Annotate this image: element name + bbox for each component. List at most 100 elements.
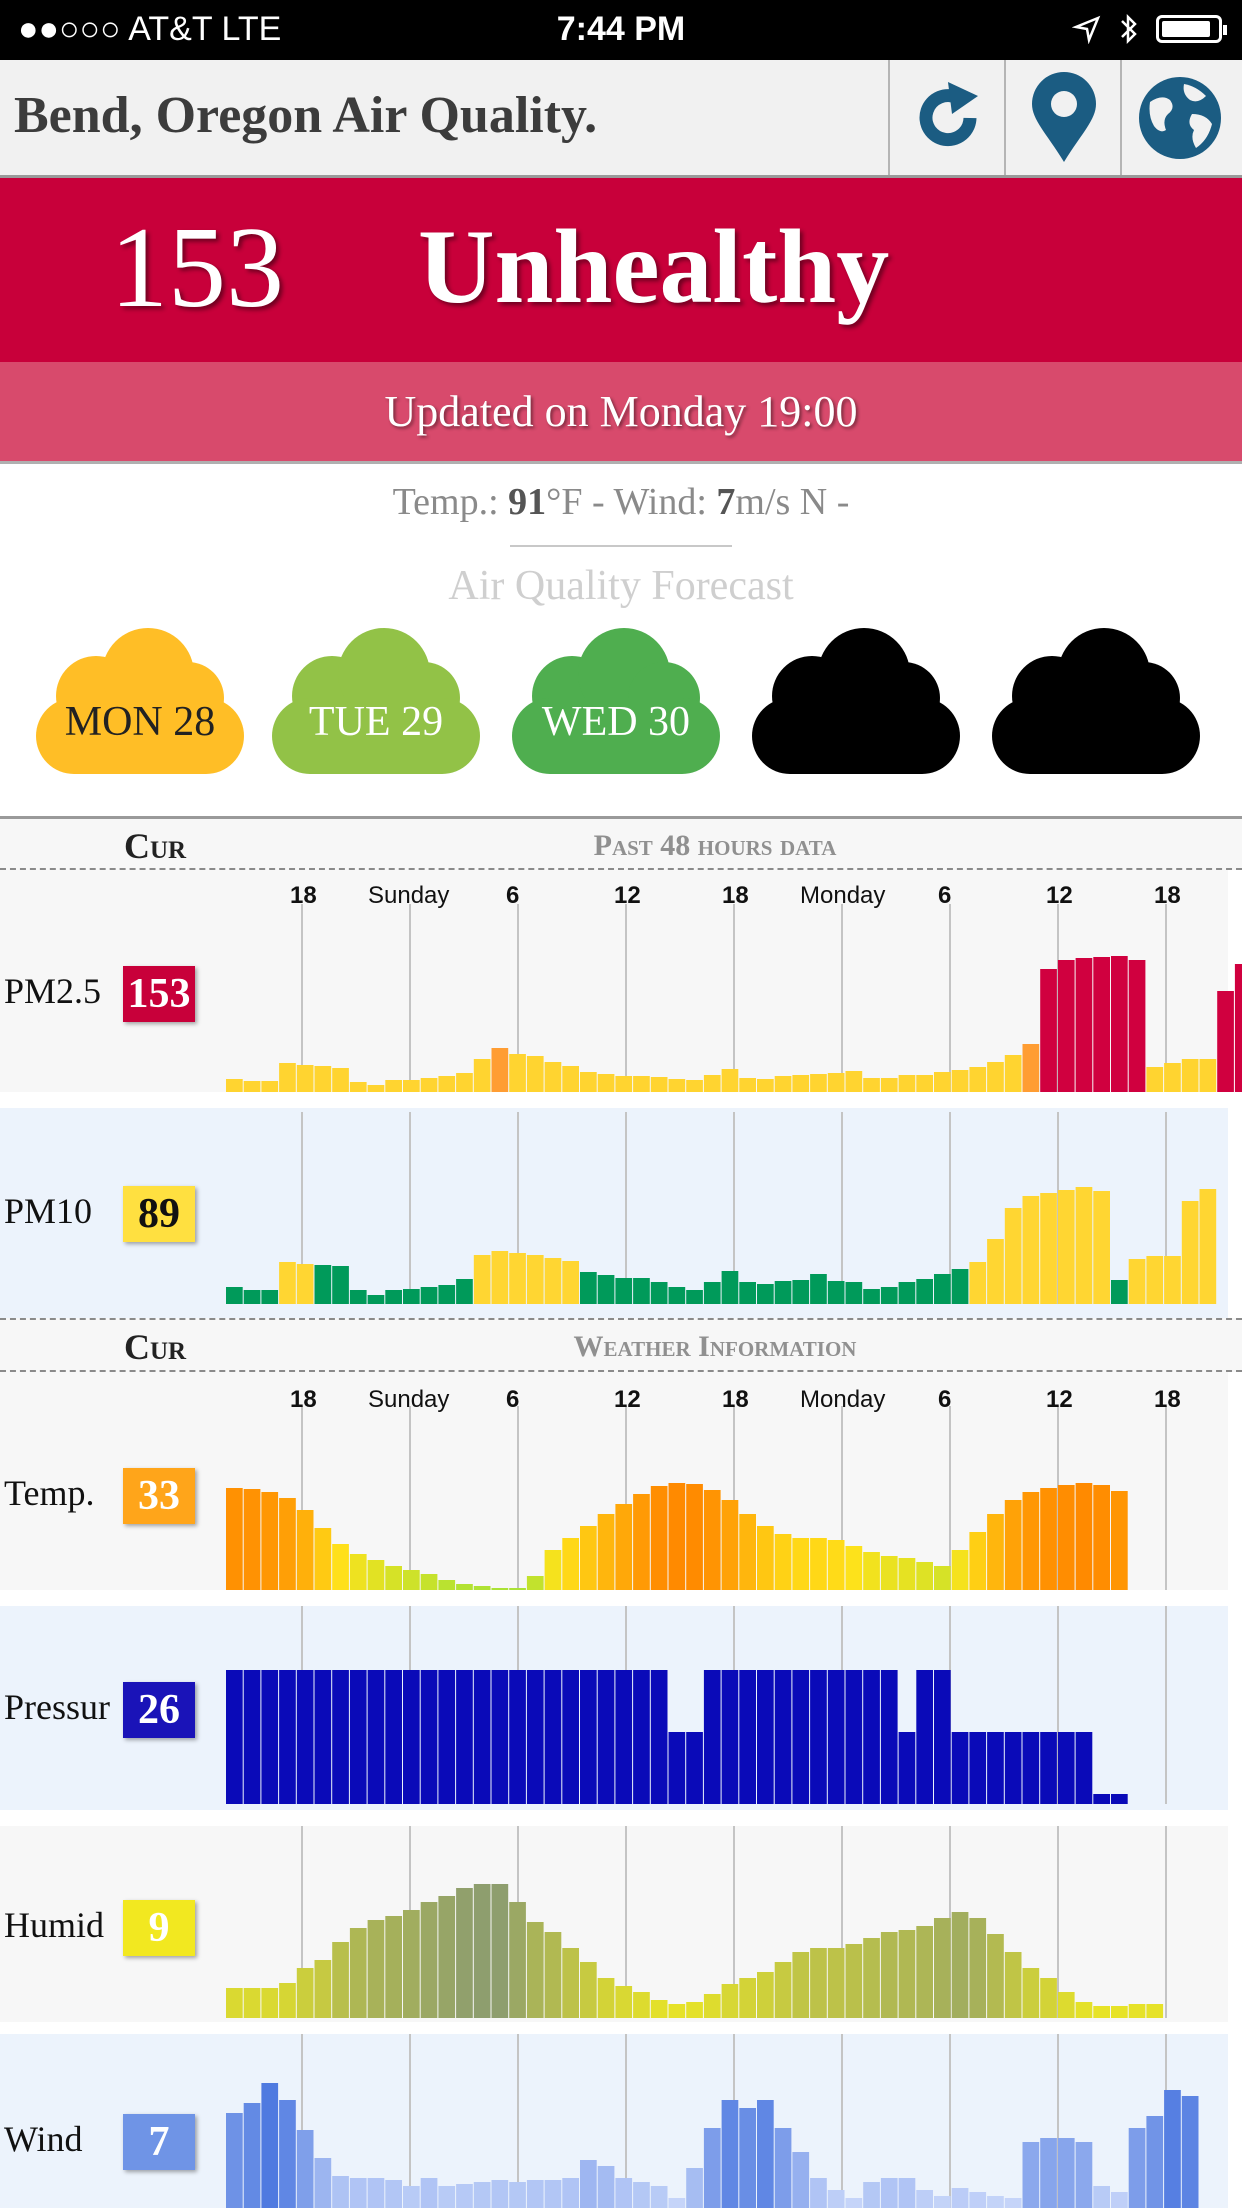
chart-bar <box>757 1079 774 1092</box>
chart-bar <box>880 1932 898 2018</box>
chart-bar <box>456 1584 473 1590</box>
globe-icon <box>1139 76 1221 159</box>
forecast-day-0[interactable]: MON 28 <box>36 628 244 776</box>
chart-bar <box>880 1078 898 1092</box>
chart-bar <box>951 1732 969 1804</box>
chart-bar <box>473 1884 491 2018</box>
chart-bar <box>845 1282 863 1304</box>
chart-bar <box>1181 1201 1199 1304</box>
wind-unit: m/s N - <box>735 481 850 523</box>
chart-bar <box>243 1081 261 1092</box>
chart-bar <box>544 2180 562 2208</box>
chart-bar <box>845 1071 863 1092</box>
forecast-day-label: THU 31 <box>786 699 926 745</box>
chart-bar <box>491 1588 509 1590</box>
chart-bar <box>987 1062 1004 1092</box>
chart-bar <box>296 2130 314 2208</box>
chart-bar <box>792 2152 810 2208</box>
chart-bar <box>1040 1488 1057 1590</box>
chart-bar <box>1057 1732 1075 1804</box>
humidity-badge: 9 <box>123 1900 195 1956</box>
chart-bar <box>633 1278 650 1304</box>
pressure-row: Pressur 26 <box>0 1606 1242 1810</box>
forecast-day-label: WED 30 <box>541 699 691 745</box>
chart-bar <box>951 1550 969 1590</box>
chart-bar <box>385 2180 402 2208</box>
chart-bar <box>420 2178 438 2208</box>
page-title: Bend, Oregon Air Quality. <box>14 87 598 144</box>
chart-bar <box>1128 2004 1146 2018</box>
chart-bar <box>757 1526 774 1590</box>
chart-bar <box>650 1077 668 1092</box>
chart-bar <box>1075 1187 1093 1304</box>
chart-bar <box>314 1265 332 1304</box>
chart-bar <box>420 1574 438 1590</box>
location-button[interactable] <box>1004 60 1122 175</box>
chart-bar <box>827 1540 845 1590</box>
chart-bar <box>1057 1190 1075 1304</box>
chart-bar <box>314 1066 332 1092</box>
location-arrow-icon <box>1072 15 1101 44</box>
chart-bar <box>314 1528 332 1590</box>
chart-bar <box>1199 1189 1217 1304</box>
time-axis-label: 6 <box>938 1386 952 1413</box>
chart-bar <box>403 2186 420 2208</box>
chart-bar <box>314 1960 332 2018</box>
chart-bar <box>774 1281 792 1304</box>
chart-bar <box>314 2158 332 2208</box>
chart-bar <box>580 1272 597 1304</box>
chart-bar <box>544 1062 562 1092</box>
temperature-chart <box>226 1406 1167 1590</box>
globe-button[interactable] <box>1120 60 1238 175</box>
chart-bar <box>969 1067 987 1092</box>
chart-bar <box>1075 958 1093 1092</box>
section-title: Past 48 hours data <box>593 829 837 862</box>
chart-bar <box>226 2113 243 2208</box>
chart-bar <box>544 1258 562 1304</box>
chart-bar <box>526 1255 544 1304</box>
cloud-icon <box>272 628 480 774</box>
chart-bar <box>757 1284 774 1304</box>
chart-bar <box>1040 2138 1057 2208</box>
chart-bar <box>279 1262 296 1304</box>
chart-bar <box>703 1075 721 1092</box>
forecast-day-1[interactable]: TUE 29 <box>272 628 480 776</box>
refresh-button[interactable] <box>888 60 1006 175</box>
forecast-day-3[interactable]: THU 31 <box>752 628 960 776</box>
chart-bar <box>739 1670 756 1804</box>
chart-bar <box>456 1073 473 1092</box>
chart-bar <box>544 1670 562 1804</box>
forecast-day-2[interactable]: WED 30 <box>512 628 720 776</box>
chart-bar <box>367 1560 385 1590</box>
chart-bar <box>226 1488 243 1590</box>
chart-bar <box>296 1065 314 1092</box>
chart-bar <box>261 1492 279 1590</box>
chart-bar <box>650 1282 668 1304</box>
chart-bar <box>279 1498 296 1590</box>
time-axis-label: 6 <box>506 882 520 909</box>
chart-bar <box>757 1670 774 1804</box>
chart-bar <box>226 1079 243 1092</box>
chart-bar <box>349 1082 367 1092</box>
chart-bar <box>1004 1500 1022 1590</box>
chart-bar <box>1022 2142 1040 2208</box>
chart-bar <box>1146 1256 1164 1304</box>
chart-bar <box>332 1942 349 2018</box>
chart-bar <box>332 1266 349 1304</box>
aqi-value: 153 <box>110 204 284 332</box>
chart-bar <box>880 2178 898 2208</box>
time-axis-label: 18 <box>290 1386 317 1413</box>
chart-bar <box>1164 1063 1181 1092</box>
chart-bar <box>916 1075 933 1092</box>
chart-bar <box>597 1514 615 1590</box>
forecast-day-4[interactable]: FRI 1 <box>992 628 1200 776</box>
chart-bar <box>473 1670 491 1804</box>
row-label: PM2.5 <box>4 971 102 1011</box>
pm10-badge: 89 <box>123 1186 195 1242</box>
chart-bar <box>898 1282 916 1304</box>
chart-bar <box>403 1910 420 2018</box>
chart-bar <box>1093 2006 1110 2018</box>
aqi-banner: 153 Unhealthy <box>0 178 1242 362</box>
chart-bar <box>721 2100 739 2208</box>
chart-bar <box>473 2182 491 2208</box>
